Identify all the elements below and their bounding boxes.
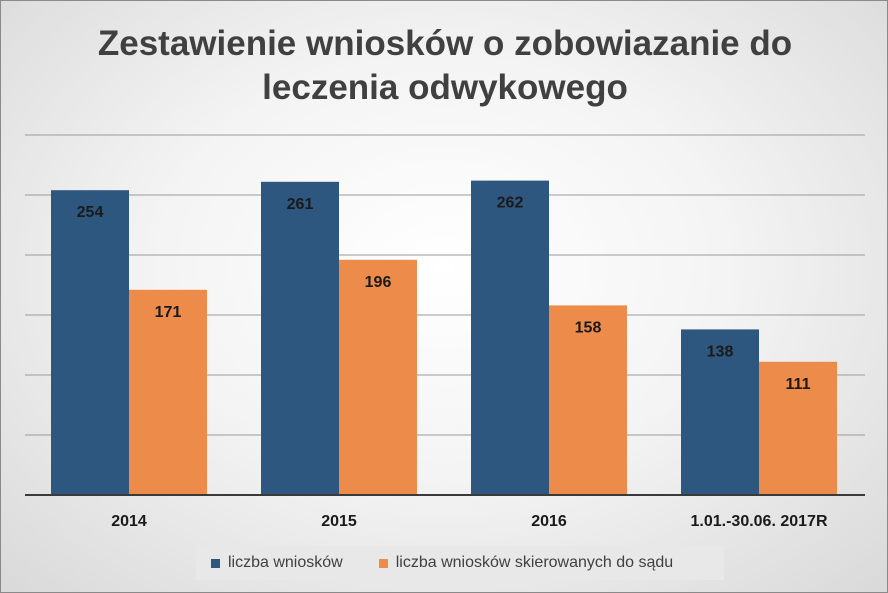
legend-label-series-2: liczba wniosków skierowanych do sądu: [395, 554, 674, 571]
data-label-series-1-1-01-30-06-2017R: 138: [707, 343, 734, 360]
bar-series-2-1-01-30-06-2017R: [759, 361, 837, 495]
legend-item-series-2: liczba wniosków skierowanych do sądu: [378, 554, 674, 572]
data-label-series-2-1-01-30-06-2017R: 111: [786, 376, 811, 393]
data-label-series-1-2016: 262: [497, 195, 524, 212]
data-label-series-2-2016: 158: [575, 319, 602, 336]
bars: [51, 180, 837, 496]
legend-label-series-1: liczba wniosków: [228, 554, 343, 571]
x-tick-label: 2014: [111, 513, 147, 530]
bar-series-2-2016: [549, 305, 627, 495]
legend: liczba wniosków liczba wniosków skierowa…: [196, 546, 724, 580]
chart-title: Zestawienie wniosków o zobowiazanie do l…: [98, 24, 792, 107]
x-tick-label: 2015: [321, 513, 357, 530]
data-label-series-2-2015: 196: [365, 274, 392, 291]
chart-title-line-2: leczenia odwykowego: [262, 68, 628, 107]
bar-series-1-2014: [51, 190, 129, 495]
bar-series-2-2014: [129, 289, 207, 495]
x-axis-tick-labels: 2014 2015 2016 1.01.-30.06. 2017R: [111, 513, 828, 530]
x-tick-label: 1.01.-30.06. 2017R: [691, 513, 828, 530]
chart-title-line-1: Zestawienie wniosków o zobowiazanie do: [98, 24, 792, 63]
data-label-series-1-2014: 254: [77, 204, 104, 221]
bar-series-1-2015: [261, 181, 339, 496]
data-label-series-1-2015: 261: [287, 196, 314, 213]
bar-series-2-2015: [339, 259, 417, 495]
x-tick-label: 2016: [531, 513, 567, 530]
bar-series-1-2016: [471, 180, 549, 495]
data-labels: 254 171 261 196 262 158 138 111: [77, 195, 811, 393]
data-label-series-2-2014: 171: [155, 304, 182, 321]
legend-item-series-1: liczba wniosków: [211, 554, 343, 572]
bar-series-1-1-01-30-06-2017R: [681, 329, 759, 495]
legend-swatch-series-1: [211, 558, 220, 568]
legend-swatch-series-2: [378, 558, 388, 568]
